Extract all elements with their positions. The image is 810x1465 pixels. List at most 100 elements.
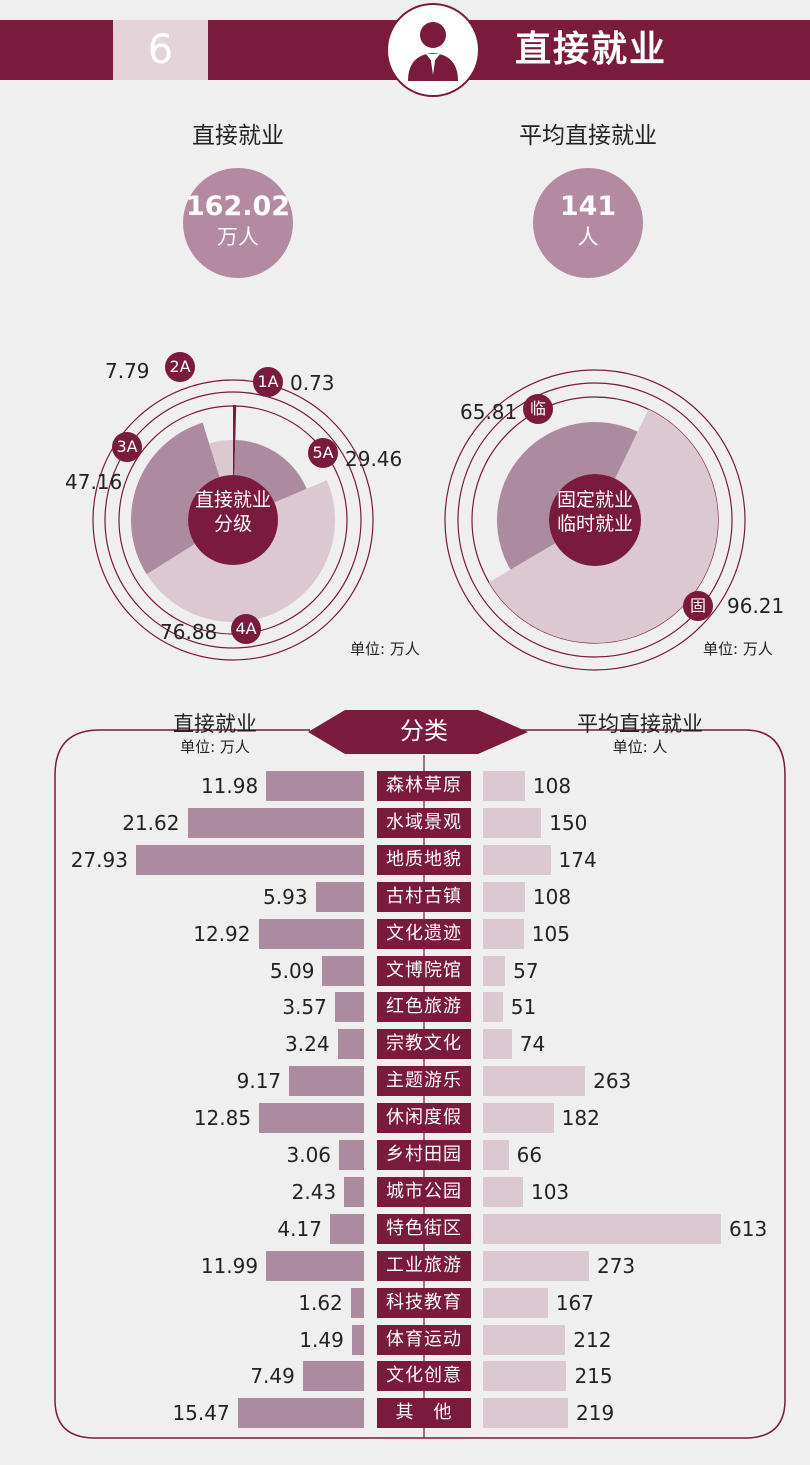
- left-bar: [322, 955, 364, 986]
- left-bar: [337, 1029, 364, 1060]
- left-bar: [258, 918, 364, 949]
- left-bar: [344, 1176, 364, 1207]
- donut-slice-5A: [234, 440, 307, 503]
- value-2a: 7.79: [105, 359, 150, 383]
- right-value-label: 57: [513, 958, 539, 983]
- category-label: 文化遗迹: [377, 918, 471, 949]
- category-label: 其 他: [377, 1398, 471, 1429]
- badge-4a: 4A: [231, 614, 261, 644]
- right-value-label: 108: [532, 884, 572, 909]
- donut-slice-固: [488, 409, 719, 644]
- category-label: 体育运动: [377, 1324, 471, 1355]
- right-bar: [483, 1287, 548, 1318]
- category-label: 水域景观: [377, 807, 471, 838]
- category-label: 工业旅游: [377, 1250, 471, 1281]
- page-title: 直接就业: [515, 29, 668, 70]
- left-bar: [329, 1213, 364, 1244]
- badge-fixed: 固: [683, 591, 713, 621]
- left-bar: [350, 1287, 364, 1318]
- donut-slice-2A: [209, 440, 233, 478]
- category-label: 城市公园: [377, 1176, 471, 1207]
- value-5a: 29.46: [345, 447, 403, 471]
- category-label: 古村古镇: [377, 881, 471, 912]
- header-icon-circle: [386, 3, 480, 97]
- right-value-label: 51: [510, 995, 537, 1020]
- left-value-label: 3.06: [286, 1143, 332, 1167]
- left-value-label: 3.24: [285, 1032, 330, 1057]
- category-label: 乡村田园: [377, 1140, 471, 1170]
- stat-unit-average: 人: [577, 225, 599, 249]
- right-bar: [483, 1361, 567, 1392]
- stat-value-direct: 162.02: [185, 191, 291, 222]
- category-label: 文博院馆: [377, 955, 471, 986]
- right-value-label: 182: [561, 1106, 600, 1131]
- right-value-label: 174: [558, 847, 597, 872]
- left-value-label: 11.98: [200, 774, 259, 798]
- left-bar: [237, 1398, 364, 1429]
- donut1-center-line2: 分级: [213, 513, 252, 535]
- person-icon: [408, 22, 458, 81]
- right-value-label: 219: [576, 1401, 615, 1426]
- stat-circle-average: 141 人: [533, 168, 643, 278]
- category-label: 文化创意: [377, 1361, 471, 1392]
- left-bar: [187, 807, 364, 838]
- left-value-label: 12.92: [193, 921, 251, 946]
- left-value-label: 27.93: [70, 847, 128, 872]
- right-value-label: 105: [531, 921, 570, 946]
- classification-title: 分类: [400, 717, 448, 745]
- category-label: 宗教文化: [377, 1029, 471, 1060]
- donut1-center-line1: 直接就业: [194, 489, 271, 511]
- left-value-label: 3.57: [282, 995, 327, 1020]
- category-label: 休闲度假: [377, 1103, 471, 1134]
- donut-slice-临: [497, 422, 638, 570]
- category-label: 地质地貌: [377, 844, 471, 875]
- left-bar: [136, 844, 364, 875]
- left-bar: [289, 1066, 364, 1097]
- badge-5a: 5A: [308, 438, 338, 468]
- left-bar: [266, 771, 364, 801]
- stat-circle-direct: 162.02 万人: [183, 168, 293, 278]
- value-1a: 0.73: [290, 371, 335, 395]
- category-label: 红色旅游: [377, 992, 471, 1023]
- left-value-label: 11.99: [200, 1253, 259, 1278]
- right-bar: [483, 1250, 589, 1281]
- right-value-label: 108: [532, 774, 572, 798]
- left-title: 直接就业: [173, 712, 257, 736]
- left-value-label: 1.62: [298, 1290, 343, 1315]
- section-number: 6: [113, 20, 208, 80]
- right-bar: [483, 1103, 554, 1134]
- left-value-label: 2.43: [291, 1179, 337, 1204]
- donut1-center-label: 直接就业 分级: [188, 488, 278, 536]
- category-label: 科技教育: [377, 1287, 471, 1318]
- right-bar: [483, 844, 551, 875]
- right-value-label: 66: [516, 1143, 543, 1167]
- left-value-label: 21.62: [122, 810, 180, 835]
- stat-label-average: 平均直接就业: [519, 123, 657, 149]
- right-bar: [483, 1324, 566, 1355]
- donut-slice-1A: [233, 405, 237, 476]
- right-value-label: 167: [555, 1290, 595, 1315]
- right-bar: [483, 1140, 509, 1170]
- right-bar: [483, 918, 524, 949]
- right-bar: [483, 881, 525, 912]
- donut-slice-3A: [131, 422, 220, 575]
- stat-value-average: 141: [559, 191, 617, 222]
- donut2-center-line1: 固定就业: [556, 489, 633, 511]
- right-value-label: 150: [549, 810, 588, 835]
- stat-unit-direct: 万人: [217, 225, 259, 249]
- stat-label-direct: 直接就业: [192, 123, 284, 149]
- left-value-label: 12.85: [193, 1106, 252, 1131]
- right-title: 平均直接就业: [577, 712, 703, 736]
- left-bar: [351, 1324, 364, 1355]
- category-label: 森林草原: [377, 771, 471, 801]
- donut-slice-4A: [146, 480, 336, 623]
- value-fixed: 96.21: [727, 594, 785, 618]
- left-value-label: 5.93: [263, 884, 308, 909]
- right-unit: 单位: 人: [612, 738, 668, 756]
- left-value-label: 1.49: [299, 1327, 344, 1352]
- left-value-label: 5.09: [269, 958, 315, 983]
- right-value-label: 613: [729, 1216, 768, 1241]
- right-bar: [483, 1176, 523, 1207]
- category-label: 特色街区: [377, 1213, 471, 1244]
- donut2-center-line2: 临时就业: [556, 513, 633, 535]
